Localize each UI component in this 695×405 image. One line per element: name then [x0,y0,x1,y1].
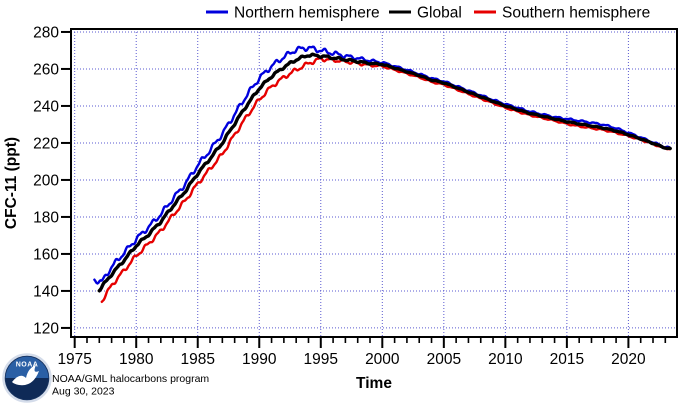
x-tick-label: 1975 [57,351,91,368]
x-tick-label: 1980 [119,351,154,368]
x-tick-label: 2010 [488,351,523,368]
footer-program: NOAA/GML halocarbons program [52,373,209,385]
y-tick-label: 140 [33,283,59,300]
series-global-line [97,52,672,293]
x-tick-label: 1990 [242,351,277,368]
y-tick-label: 200 [33,172,59,189]
y-tick-label: 180 [33,209,59,226]
legend-label-global: Global [417,5,462,22]
x-tick-label: 1995 [304,351,338,368]
footer-date: Aug 30, 2023 [52,386,115,398]
y-axis-label: CFC-11 (ppt) [3,137,20,229]
tick-labels: 1975 1980 1985 1990 1995 2000 2005 2010 2015 2020… [33,24,646,368]
x-tick-label: 2000 [365,351,400,368]
x-tick-label: 2005 [427,351,461,368]
y-tick-label: 260 [33,61,59,78]
legend-label-southern: Southern hemisphere [502,5,650,22]
series-northern-line [93,45,672,285]
x-tick-label: 2020 [611,351,646,368]
y-tick-label: 160 [33,246,59,263]
x-axis-label: Time [356,375,392,392]
noaa-logo-text: NOAA [16,362,39,369]
noaa-logo-gull [12,365,39,386]
x-tick-label: 1985 [180,351,214,368]
x-tick-label: 2015 [550,351,584,368]
legend-label-northern: Northern hemisphere [234,5,380,22]
y-tick-label: 220 [33,135,59,152]
noaa-logo: NOAA [2,353,52,403]
y-tick-label: 120 [33,320,59,337]
y-tick-label: 240 [33,98,59,115]
plot-frame [70,28,678,338]
axis-ticks [61,30,667,348]
y-tick-label: 280 [33,24,59,41]
gridlines [71,29,677,337]
legend: Northern hemisphere Global Southern hemi… [206,5,650,22]
data-series [93,45,672,303]
